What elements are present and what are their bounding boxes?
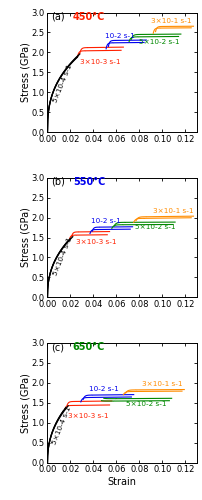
Text: 5×10-2 s-1: 5×10-2 s-1 [135,224,175,230]
Text: 10-2 s-1: 10-2 s-1 [89,386,119,392]
Text: 10-2 s-1: 10-2 s-1 [105,33,135,39]
Text: 450°C: 450°C [73,12,105,22]
Text: 3×10-3 s-1: 3×10-3 s-1 [80,59,120,65]
Text: 5×10-4 s-1: 5×10-4 s-1 [52,237,73,277]
Text: 10-2 s-1: 10-2 s-1 [91,218,121,224]
Text: 550°C: 550°C [73,177,105,187]
Text: (a): (a) [51,12,65,22]
Text: 3×10-1 s-1: 3×10-1 s-1 [153,208,194,214]
Text: 3×10-1 s-1: 3×10-1 s-1 [151,18,191,24]
Text: 5×10-2 s-1: 5×10-2 s-1 [139,39,180,45]
Text: (c): (c) [51,342,64,352]
Text: (b): (b) [51,177,65,187]
Text: 3×10-3 s-1: 3×10-3 s-1 [68,414,109,420]
Y-axis label: Stress (GPa): Stress (GPa) [20,372,30,432]
Y-axis label: Stress (GPa): Stress (GPa) [20,208,30,268]
Y-axis label: Stress (GPa): Stress (GPa) [20,42,30,102]
Text: 650°C: 650°C [73,342,105,352]
Text: 5×10-4 s-1: 5×10-4 s-1 [52,64,73,104]
Text: 3×10-3 s-1: 3×10-3 s-1 [76,240,117,246]
Text: 5×10-4 s-1: 5×10-4 s-1 [51,405,72,445]
X-axis label: Strain: Strain [108,477,137,487]
Text: 3×10-1 s-1: 3×10-1 s-1 [142,381,182,387]
Text: 5×10-2 s-1: 5×10-2 s-1 [126,402,166,407]
